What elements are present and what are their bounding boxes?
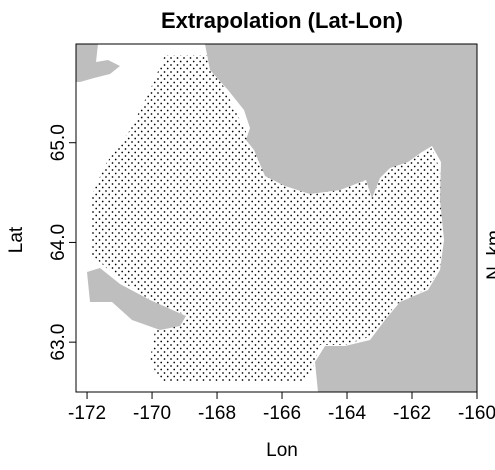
side-label: N_km	[484, 230, 495, 280]
extrapolation-grid	[92, 55, 442, 382]
x-axis-label: Lon	[266, 440, 298, 461]
x-tick-label: -160	[458, 403, 495, 424]
x-tick-label: -170	[133, 403, 171, 424]
y-tick-label: 63.0	[48, 324, 69, 361]
x-tick-label: -172	[68, 403, 106, 424]
x-tick-label: -166	[263, 403, 301, 424]
land	[76, 44, 120, 82]
plot-frame	[75, 43, 478, 393]
land	[205, 44, 477, 392]
map	[76, 44, 477, 392]
land	[87, 268, 186, 330]
y-tick-label: 65.0	[48, 124, 69, 161]
x-tick-label: -162	[393, 403, 431, 424]
chart-title: Extrapolation (Lat-Lon)	[161, 8, 403, 33]
x-tick-label: -168	[198, 403, 236, 424]
x-tick-label: -164	[328, 403, 366, 424]
y-tick-label: 64.0	[48, 224, 69, 261]
y-axis-label: Lat	[6, 226, 27, 253]
